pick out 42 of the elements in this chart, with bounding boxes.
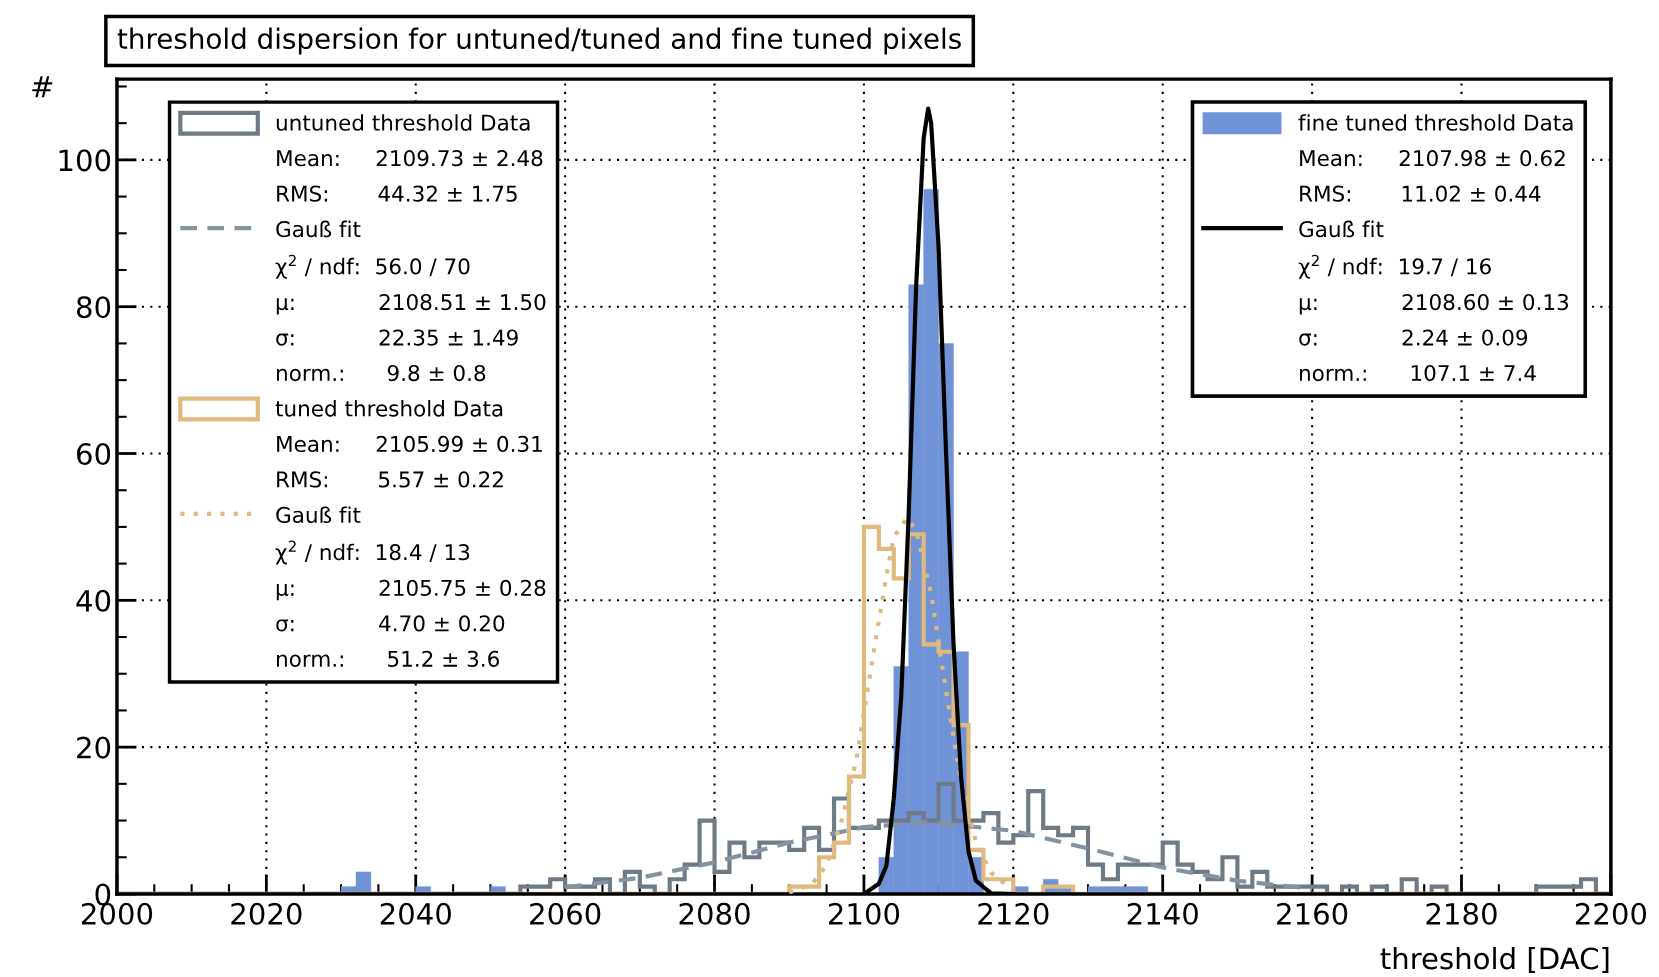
x-tick-label: 2080 [679, 902, 750, 925]
annotation: μ: 2105.75 ± 0.28 [276, 579, 546, 601]
x-tick-label: 2160 [1277, 902, 1348, 925]
annotation: Mean: 2105.99 ± 0.31 [277, 435, 542, 453]
annotation: σ: 4.70 ± 0.20 [276, 615, 505, 632]
x-tick-label: 2100 [828, 902, 900, 925]
annotation: χ$^{2}$ / ndf: 18.4 / 13 [275, 540, 470, 565]
legend-label: Gauß fit [276, 506, 361, 524]
y-tick-label: 20 [77, 736, 111, 759]
annotation: μ: 2108.60 ± 0.13 [1299, 293, 1569, 315]
y-tick-label: 100 [59, 149, 111, 172]
annotation: norm.: 51.2 ± 3.6 [276, 650, 499, 667]
x-tick-label: 2120 [978, 902, 1049, 925]
annotation: σ: 22.35 ± 1.49 [276, 329, 518, 346]
legend-label: tuned threshold Data [275, 399, 503, 417]
x-tick-label: 2040 [380, 902, 451, 925]
x-axis-title: threshold [DAC] [1380, 946, 1609, 973]
x-tick-label: 2200 [1575, 902, 1647, 925]
y-tick-label: 40 [76, 589, 111, 612]
annotation: norm.: 9.8 ± 0.8 [276, 364, 486, 382]
x-tick-label: 2180 [1426, 902, 1497, 925]
annotation: norm.: 107.1 ± 7.4 [1299, 364, 1536, 382]
legend-label: Gauß fit [1299, 220, 1384, 238]
annotation: μ: 2108.51 ± 1.50 [276, 293, 546, 315]
annotation: Mean: 2107.98 ± 0.62 [1300, 150, 1565, 167]
y-axis-title: # [32, 76, 53, 98]
annotation: χ$^{2}$ / ndf: 56.0 / 70 [275, 254, 470, 279]
annotation: χ$^{2}$ / ndf: 19.7 / 16 [1298, 254, 1491, 279]
chart-title: threshold dispersion for untuned/tuned and fine tuned pixels [117, 27, 961, 55]
legend-label: Gauß fit [276, 220, 361, 238]
x-tick-label: 2060 [530, 902, 601, 925]
x-tick-label: 2140 [1127, 902, 1198, 925]
annotation: RMS: 11.02 ± 0.44 [1300, 185, 1541, 202]
legend-label: untuned threshold Data [276, 114, 530, 131]
legend-label: fine tuned threshold Data [1298, 114, 1573, 131]
annotation: σ: 2.24 ± 0.09 [1299, 329, 1528, 346]
x-tick-label: 2020 [231, 902, 302, 925]
y-tick-label: 60 [77, 442, 111, 466]
annotation: RMS: 44.32 ± 1.75 [277, 185, 517, 202]
annotation: Mean: 2109.73 ± 2.48 [277, 150, 543, 167]
annotation: RMS: 5.57 ± 0.22 [277, 471, 503, 488]
y-tick-label: 80 [76, 296, 111, 319]
